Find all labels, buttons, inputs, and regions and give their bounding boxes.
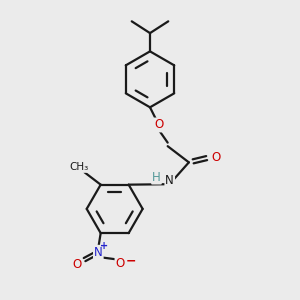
- Text: O: O: [154, 118, 164, 131]
- Text: O: O: [212, 151, 221, 164]
- Text: N: N: [94, 246, 103, 259]
- Text: CH₃: CH₃: [70, 162, 89, 172]
- Text: −: −: [125, 255, 136, 268]
- Text: O: O: [72, 257, 81, 271]
- Text: +: +: [100, 241, 108, 251]
- Text: H: H: [152, 171, 161, 184]
- Text: N: N: [165, 174, 174, 187]
- Text: O: O: [116, 257, 125, 270]
